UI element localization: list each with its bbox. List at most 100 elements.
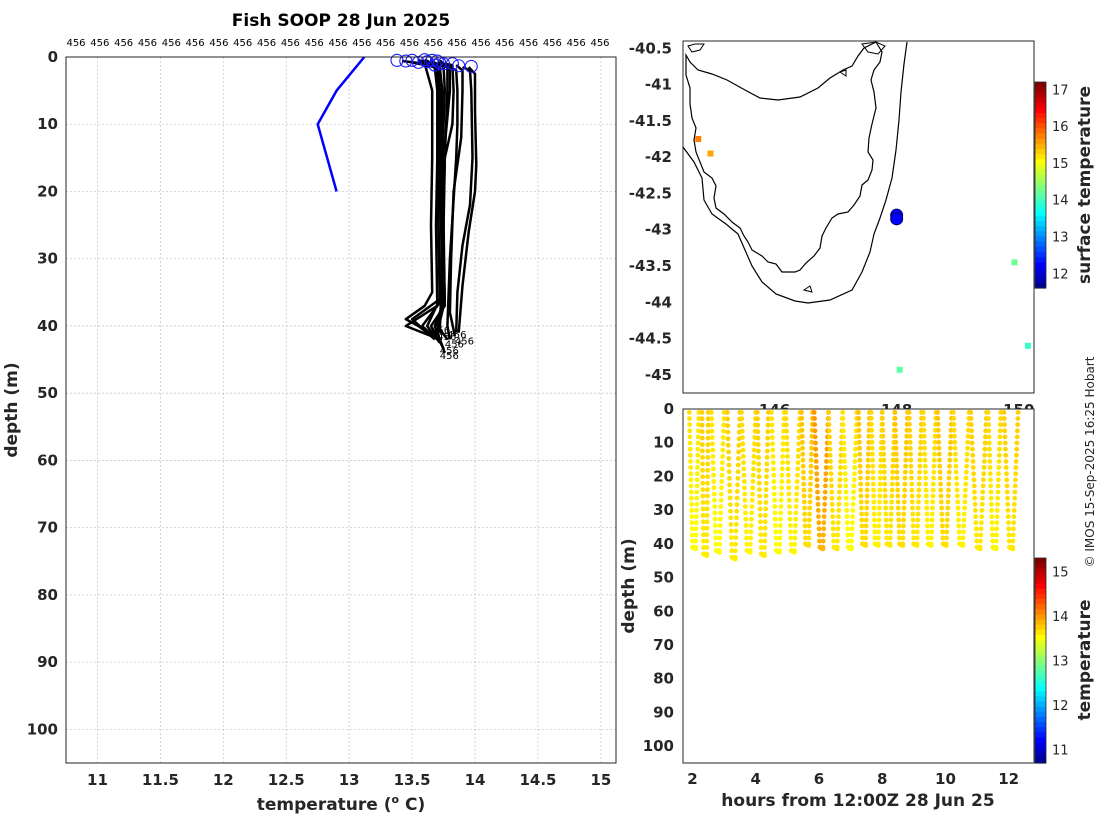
- section-dot: [754, 410, 760, 415]
- section-dot: [851, 477, 857, 483]
- colorbar-segment: [1035, 185, 1046, 191]
- section-dot: [986, 440, 992, 446]
- section-dot: [757, 513, 763, 518]
- section-dot: [758, 538, 764, 544]
- section-dot: [932, 433, 938, 439]
- section-y-tick: 80: [653, 670, 674, 688]
- section-dot: [857, 451, 863, 457]
- section-dot: [916, 493, 922, 499]
- section-dot: [872, 523, 877, 529]
- section-dot: [807, 517, 812, 523]
- section-dot: [785, 460, 791, 465]
- top-profile-label: 456: [400, 38, 419, 49]
- section-dot: [866, 439, 872, 445]
- map-lat-tick: -40.5: [629, 39, 672, 57]
- section-dot: [875, 541, 881, 547]
- section-dot: [700, 525, 706, 531]
- section-dot: [964, 451, 970, 457]
- section-dot: [961, 511, 967, 517]
- profile-location-marker: [890, 212, 904, 226]
- section-dot: [865, 463, 871, 469]
- section-dot: [709, 435, 715, 440]
- section-dot: [987, 452, 993, 458]
- section-dot: [973, 508, 978, 513]
- section-dot: [780, 441, 786, 447]
- section-dot: [901, 523, 906, 529]
- section-dot: [940, 529, 945, 535]
- section-y-tick: 50: [653, 569, 674, 587]
- section-dot: [1010, 544, 1016, 550]
- section-dot: [921, 415, 926, 421]
- section-dot: [808, 463, 814, 469]
- section-dot: [956, 529, 962, 535]
- section-dot: [773, 529, 778, 535]
- section-dot: [952, 445, 958, 451]
- section-dot: [946, 487, 951, 493]
- section-dot: [717, 541, 722, 547]
- section-dot: [770, 441, 775, 447]
- colorbar-segment: [1035, 640, 1046, 646]
- section-dot: [727, 482, 732, 488]
- section-dot: [686, 410, 692, 415]
- section-dot: [894, 469, 900, 475]
- section-dot: [704, 551, 710, 557]
- section-dot: [771, 485, 777, 491]
- section-dot: [982, 446, 988, 452]
- section-dot: [821, 532, 826, 538]
- section-dot: [718, 497, 724, 503]
- section-dot: [770, 435, 775, 440]
- section-dot: [902, 481, 908, 487]
- section-dot: [693, 532, 699, 538]
- section-dot: [718, 516, 723, 522]
- section-dot: [943, 541, 949, 547]
- section-dot: [726, 456, 732, 461]
- colorbar-segment: [1035, 604, 1046, 610]
- colorbar-tick: 17: [1052, 83, 1069, 98]
- section-dot: [727, 475, 732, 481]
- section-dot: [799, 427, 805, 433]
- section-dot: [1002, 428, 1008, 434]
- section-dot: [792, 541, 798, 547]
- section-dot: [1004, 483, 1010, 489]
- section-dot: [772, 510, 778, 516]
- section-dot: [713, 535, 719, 541]
- section-y-tick: 100: [643, 737, 674, 755]
- section-x-axis-label: hours from 12:00Z 28 Jun 25: [721, 791, 994, 811]
- sst-colorbar: 12 13 14 15 16 17: [1034, 81, 1069, 289]
- section-dot: [889, 481, 895, 487]
- section-dot: [732, 554, 738, 560]
- section-dot: [812, 422, 818, 427]
- section-dot: [864, 487, 870, 493]
- section-dot: [836, 501, 842, 507]
- section-dot: [830, 508, 835, 513]
- section-dot: [918, 439, 924, 445]
- section-dot: [783, 410, 789, 415]
- section-dot: [828, 471, 834, 477]
- section-dot: [688, 471, 694, 477]
- section-dot: [784, 441, 790, 447]
- section-dot: [876, 535, 881, 541]
- section-dot: [978, 538, 983, 544]
- section-dot: [808, 481, 813, 487]
- colorbar-segment: [1035, 599, 1046, 605]
- section-dot: [1010, 538, 1016, 544]
- section-dot: [700, 474, 706, 480]
- section-axes-box: [682, 408, 1035, 764]
- section-dot: [688, 483, 694, 489]
- colorbar-segment: [1035, 246, 1046, 253]
- section-dot: [1012, 495, 1018, 501]
- section-dot: [882, 469, 887, 475]
- section-dot: [929, 517, 935, 523]
- section-dot: [863, 517, 869, 523]
- section-dot: [780, 460, 785, 465]
- section-dot: [794, 491, 800, 497]
- section-dot: [823, 465, 829, 470]
- section-dot: [930, 505, 935, 511]
- section-dot: [834, 544, 840, 550]
- section-dot: [929, 511, 935, 517]
- section-dot: [1011, 514, 1017, 519]
- section-dot: [939, 511, 945, 517]
- section-dot: [858, 487, 864, 493]
- colorbar-segment: [1035, 757, 1046, 764]
